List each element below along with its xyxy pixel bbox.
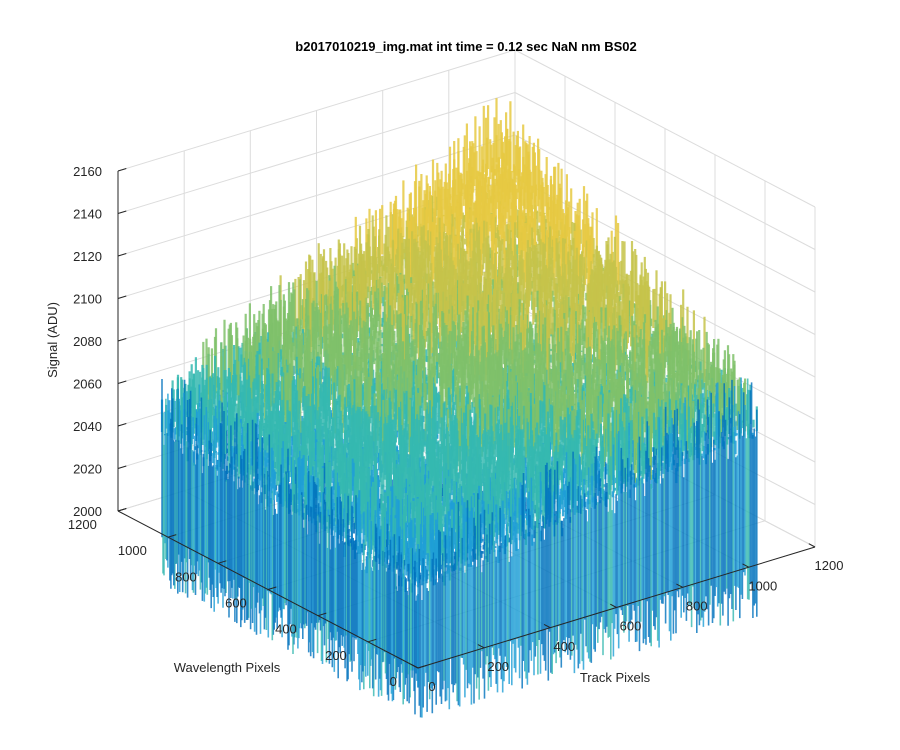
grid-line xyxy=(117,92,516,214)
grid-line xyxy=(514,134,816,293)
surface-layer xyxy=(160,98,758,718)
grid-line xyxy=(117,134,516,257)
grid-line xyxy=(117,49,516,172)
grid-line xyxy=(514,49,816,208)
grid-line xyxy=(514,92,816,250)
